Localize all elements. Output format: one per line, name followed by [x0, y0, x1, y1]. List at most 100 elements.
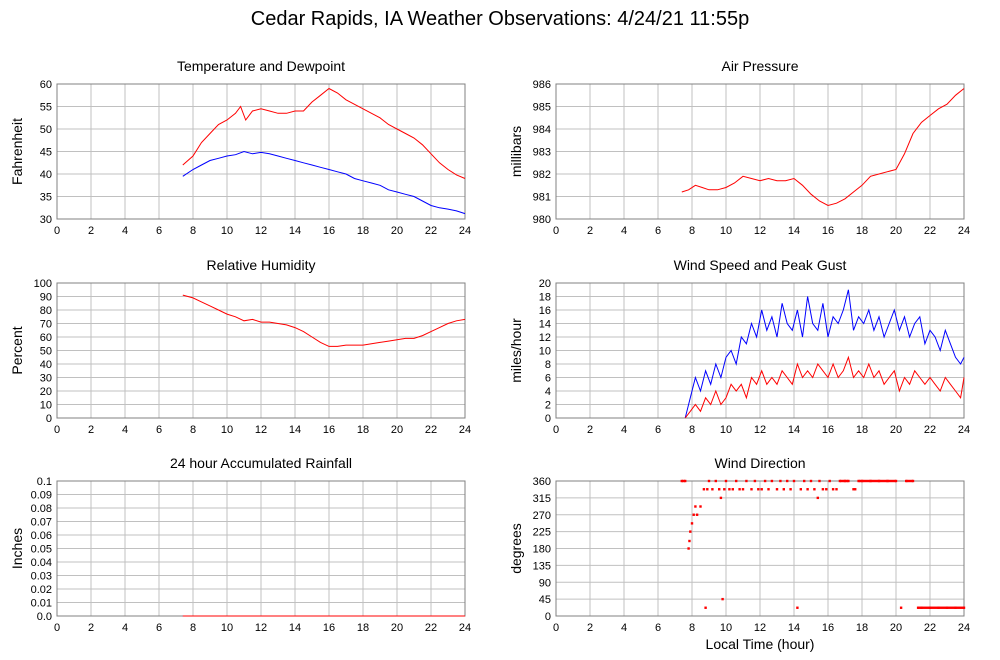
temp-y-tick-label: 40 — [40, 169, 52, 181]
dir-point — [809, 479, 813, 483]
dir-x-tick-label: 16 — [822, 622, 834, 634]
wind-y-tick-label: 20 — [539, 278, 551, 290]
rh-y-tick-label: 70 — [40, 319, 52, 331]
rh-y-tick-label: 50 — [40, 346, 52, 358]
rain-x-tick-label: 24 — [459, 622, 471, 634]
rain-x-tick-label: 16 — [323, 622, 335, 634]
wind-y-tick-label: 8 — [545, 359, 551, 371]
rh-x-tick-label: 0 — [54, 424, 60, 436]
wind-y-tick-label: 18 — [539, 292, 551, 304]
rain-y-tick-label: 0.08 — [31, 503, 52, 515]
rh-y-tick-label: 20 — [40, 386, 52, 398]
wind-x-tick-label: 22 — [924, 424, 936, 436]
pres-y-tick-label: 982 — [533, 169, 551, 181]
global-x-axis-label: Local Time (hour) — [705, 636, 815, 652]
dir-point — [799, 488, 802, 491]
rh-y-tick-label: 30 — [40, 373, 52, 385]
dir-point — [688, 539, 691, 543]
rh-x-tick-label: 8 — [190, 424, 196, 436]
temp-y-tick-label: 30 — [40, 214, 52, 226]
wind-y-tick-label: 6 — [545, 373, 551, 385]
dir-point — [852, 488, 855, 491]
wind-y-tick-label: 0 — [545, 413, 551, 425]
temp-x-tick-label: 24 — [459, 225, 471, 237]
dir-point — [792, 479, 796, 483]
temp-x-tick-label: 2 — [88, 225, 94, 237]
rh-y-tick-label: 40 — [40, 359, 52, 371]
dir-x-tick-label: 10 — [720, 622, 732, 634]
dir-x-tick-label: 8 — [689, 622, 695, 634]
dir-point — [719, 496, 723, 500]
wind-x-tick-label: 0 — [553, 424, 559, 436]
wind-x-tick-label: 2 — [587, 424, 593, 436]
rain-x-tick-label: 14 — [289, 622, 301, 634]
rh-x-tick-label: 16 — [323, 424, 335, 436]
dir-y-tick-label: 180 — [533, 544, 551, 556]
dir-point — [695, 513, 699, 516]
pres-x-tick-label: 10 — [720, 225, 732, 237]
pres-x-tick-label: 14 — [788, 225, 800, 237]
dir-point — [723, 488, 726, 491]
dir-x-tick-label: 20 — [890, 622, 902, 634]
rh-y-tick-label: 80 — [40, 305, 52, 317]
wind-y-tick-label: 4 — [545, 386, 551, 398]
pres-series-line — [681, 88, 965, 207]
wind-y-axis-label: miles/hour — [508, 318, 524, 383]
dir-point — [828, 479, 831, 483]
dir-point — [687, 547, 690, 550]
dir-y-tick-label: 90 — [539, 577, 551, 589]
dir-point — [692, 513, 695, 516]
rh-x-tick-label: 18 — [357, 424, 369, 436]
dir-point — [770, 479, 774, 483]
rh-y-tick-label: 60 — [40, 332, 52, 344]
rh-title: Relative Humidity — [207, 257, 316, 273]
dir-point — [854, 488, 857, 491]
page-title: Cedar Rapids, IA Weather Observations: 4… — [250, 8, 750, 30]
dir-y-tick-label: 0 — [545, 611, 551, 623]
rain-y-axis-label: Inches — [9, 528, 25, 569]
pres-y-tick-label: 983 — [533, 147, 551, 159]
temp-x-tick-label: 10 — [221, 225, 233, 237]
dir-point — [728, 488, 731, 491]
pres-frame — [555, 83, 965, 220]
dir-point — [689, 530, 692, 533]
rain-y-tick-label: 0.02 — [31, 584, 52, 596]
dir-point — [835, 488, 838, 491]
dir-point — [757, 488, 760, 491]
dir-point — [831, 488, 835, 491]
temp-y-axis-label: Fahrenheit — [9, 118, 25, 185]
dir-x-tick-label: 18 — [856, 622, 868, 634]
rain-title: 24 hour Accumulated Rainfall — [170, 455, 352, 471]
dir-point — [821, 488, 825, 491]
dir-frame — [555, 480, 965, 617]
rh-x-tick-label: 10 — [221, 424, 233, 436]
dir-x-tick-label: 24 — [958, 622, 970, 634]
dir-x-tick-label: 14 — [788, 622, 800, 634]
wind-x-tick-label: 4 — [621, 424, 627, 436]
rh-y-tick-label: 0 — [46, 413, 52, 425]
rh-x-tick-label: 6 — [156, 424, 162, 436]
dir-y-tick-label: 225 — [533, 527, 551, 539]
dir-point — [899, 606, 903, 609]
dir-point — [750, 488, 753, 491]
dir-point — [775, 488, 779, 491]
temp-title: Temperature and Dewpoint — [177, 58, 345, 74]
rain-y-tick-label: 0.09 — [31, 490, 52, 502]
pres-y-tick-label: 985 — [533, 102, 551, 114]
rain-x-tick-label: 2 — [88, 622, 94, 634]
rain-x-tick-label: 4 — [122, 622, 128, 634]
wind-x-tick-label: 6 — [655, 424, 661, 436]
temp-x-tick-label: 0 — [54, 225, 60, 237]
wind-y-tick-label: 14 — [539, 319, 551, 331]
rain-x-tick-label: 20 — [391, 622, 403, 634]
wind-x-tick-label: 10 — [720, 424, 732, 436]
pres-y-tick-label: 986 — [533, 79, 551, 91]
dir-point — [745, 479, 748, 483]
temp-series-line — [182, 87, 466, 179]
dir-point — [760, 488, 763, 491]
temp-y-tick-label: 55 — [40, 102, 52, 114]
